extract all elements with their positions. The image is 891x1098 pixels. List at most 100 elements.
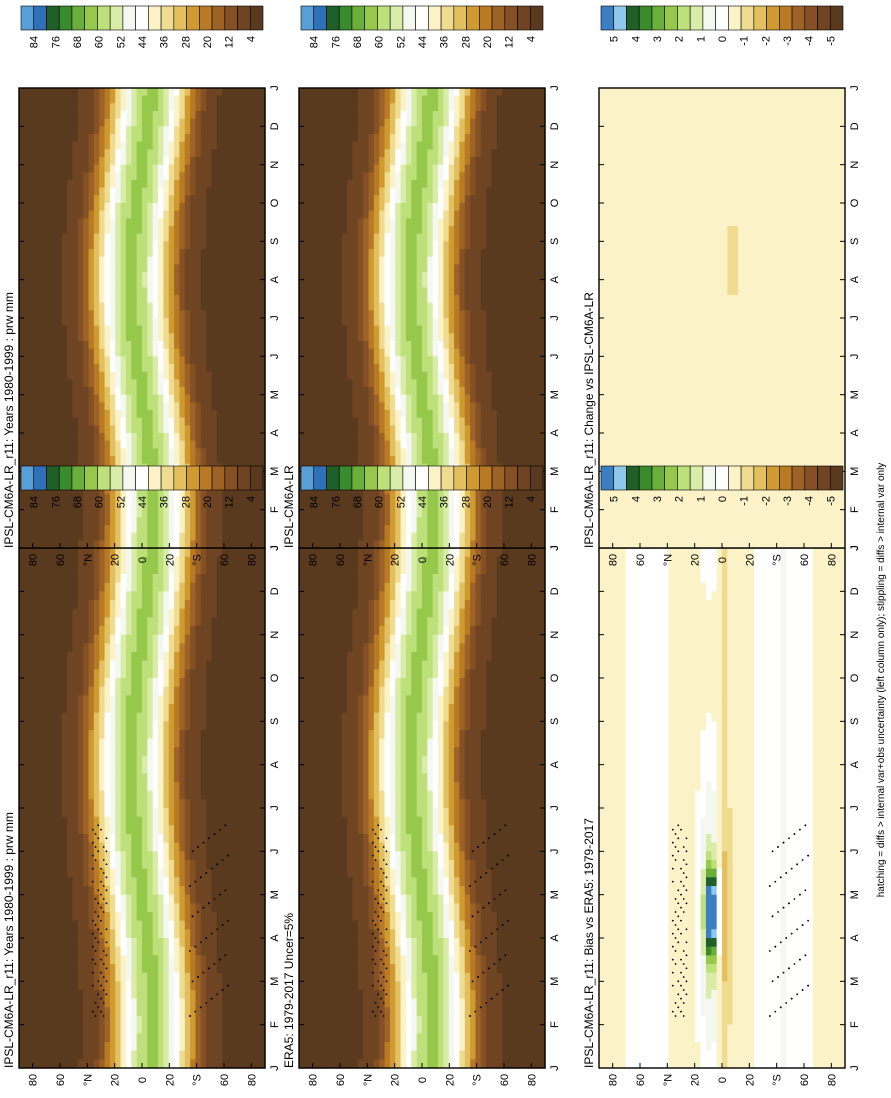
heatmap-cell [104,730,111,740]
heatmap-cell [67,525,74,534]
heatmap-cell [77,525,84,534]
heatmap-cell [40,712,47,722]
heatmap-cell [19,790,25,800]
heatmap-cell [168,1016,175,1026]
heatmap-cell [131,756,138,766]
heatmap-cell [35,894,41,904]
heatmap-cell [142,364,148,373]
heatmap-cell [206,704,213,714]
heatmap-cell [248,990,255,1000]
heatmap-cell [125,341,132,350]
heatmap-cell [99,912,106,922]
heatmap-cell [104,341,111,350]
heatmap-cell [190,371,197,380]
heatmap-cell [227,825,234,835]
heatmap-cell [19,448,25,457]
heatmap-cell [56,929,63,939]
heatmap-cell [93,825,100,835]
heatmap-cell [56,203,63,212]
heatmap-cell [51,1016,58,1026]
heatmap-cell [232,600,239,610]
heatmap-cell [125,302,132,311]
heatmap-cell [163,591,170,601]
heatmap-cell [109,1033,116,1043]
heatmap-cell [67,964,74,974]
heatmap-cell [24,164,31,173]
heatmap-cell [99,371,106,380]
heatmap-cell [88,790,95,800]
heatmap-cell [125,1024,132,1034]
heatmap-cell [67,356,74,365]
heatmap-cell [40,264,47,273]
heatmap-cell [93,302,100,311]
heatmap-cell [179,157,186,166]
heatmap-cell [211,1016,218,1026]
heatmap-cell [61,180,68,189]
heatmap-cell [19,808,25,818]
heatmap-cell [19,348,25,357]
heatmap-cell [136,929,143,939]
heatmap-cell [147,981,154,991]
heatmap-cell [168,134,175,143]
heatmap-cell [109,920,116,930]
heatmap-cell [174,678,181,688]
heatmap-cell [77,929,84,939]
heatmap-cell [29,591,36,601]
heatmap-cell [45,756,52,766]
heatmap-cell [142,187,148,196]
heatmap-cell [174,634,181,644]
heatmap-cell [77,164,84,173]
heatmap-cell [19,325,25,334]
heatmap-cell [104,172,111,181]
heatmap-cell [40,600,47,610]
heatmap-cell [29,600,36,610]
heatmap-cell [51,402,58,411]
heatmap-cell [61,1016,68,1026]
heatmap-cell [200,990,207,1000]
heatmap-cell [115,782,122,792]
heatmap-cell [51,95,58,104]
heatmap-cell [184,318,191,327]
heatmap-cell [40,1016,47,1026]
heatmap-cell [93,886,100,896]
heatmap-cell [190,1050,197,1060]
heatmap-cell [109,868,116,878]
heatmap-cell [104,295,111,304]
heatmap-cell [72,695,79,705]
heatmap-cell [72,141,79,150]
heatmap-cell [77,886,84,896]
stipple-dot [191,850,194,853]
heatmap-cell [163,964,170,974]
heatmap-cell [136,998,143,1008]
heatmap-cell [184,981,191,991]
heatmap-cell [179,364,186,373]
heatmap-cell [163,574,170,584]
heatmap-cell [254,1059,261,1069]
stipple-dot [188,950,191,952]
heatmap-cell [77,626,84,636]
heatmap-cell [104,816,111,826]
heatmap-cell [190,565,197,575]
heatmap-cell [158,903,164,913]
heatmap-cell [216,920,223,930]
heatmap-cell [19,998,25,1008]
heatmap-cell [227,1050,234,1060]
heatmap-cell [168,886,175,896]
heatmap-cell [109,111,116,120]
heatmap-cell [61,256,68,265]
heatmap-cell [120,972,127,982]
heatmap-cell [142,582,148,592]
heatmap-cell [168,310,175,319]
month-label: J [269,1065,281,1071]
heatmap-cell [99,187,106,196]
heatmap-cell [99,929,106,939]
heatmap-cell [195,333,202,342]
heatmap-cell [45,394,52,403]
heatmap-cell [184,712,191,722]
heatmap-cell [88,180,95,189]
heatmap-cell [152,249,159,258]
heatmap-cell [136,103,143,112]
heatmap-cell [136,525,143,534]
heatmap-cell [93,1033,100,1043]
heatmap-cell [24,730,31,740]
